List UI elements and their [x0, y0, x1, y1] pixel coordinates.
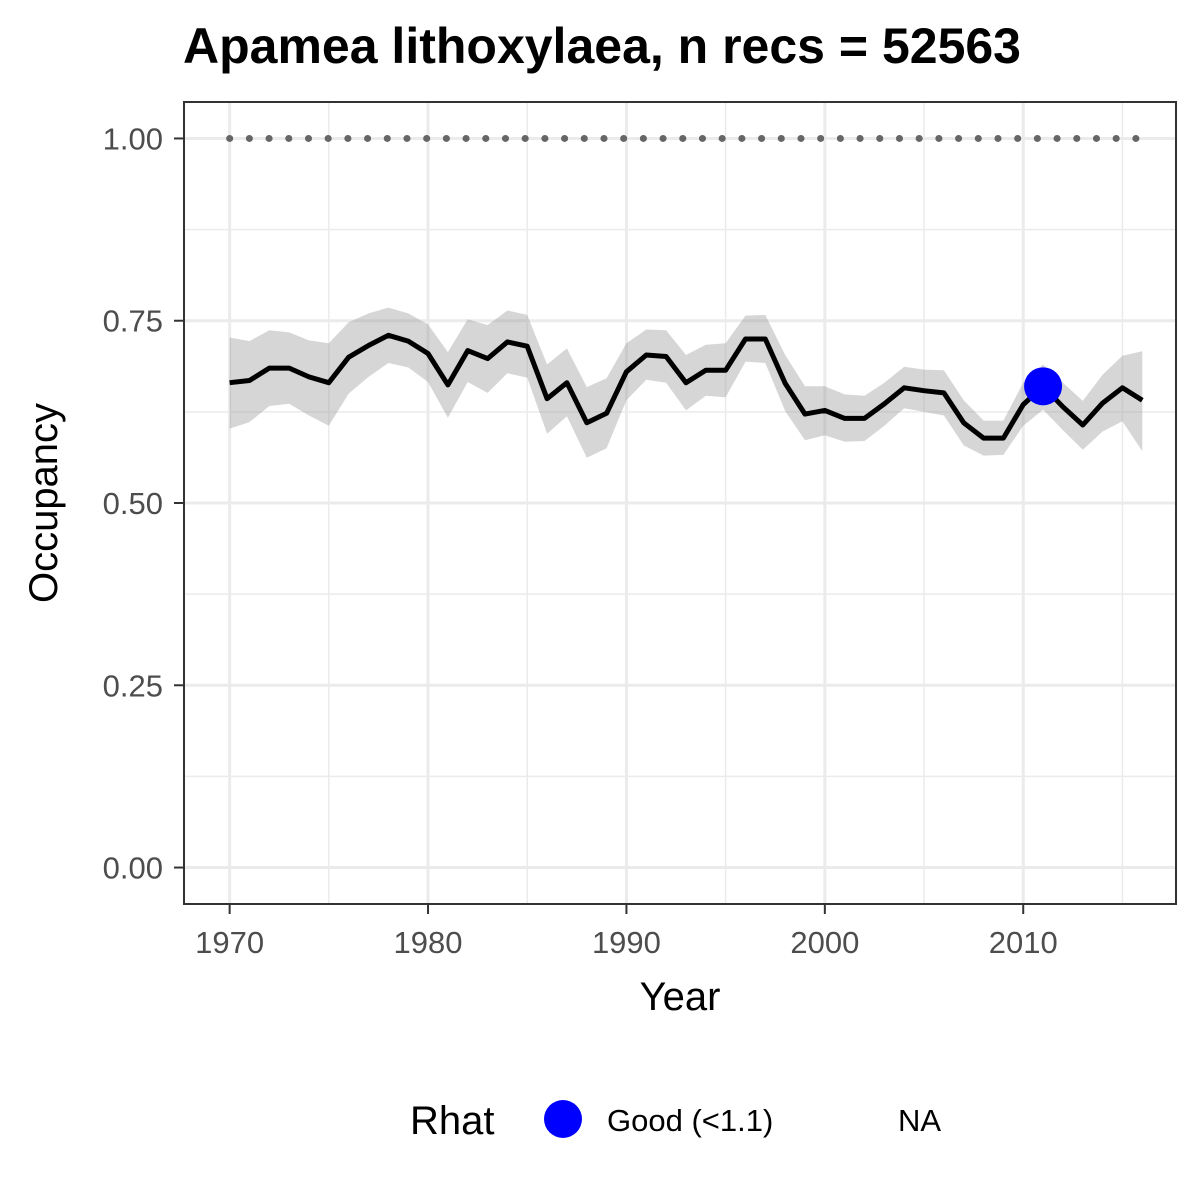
x-tick-label: 1990 — [592, 925, 661, 960]
occupancy-line — [229, 332, 1144, 441]
x-tick-label: 1980 — [394, 925, 463, 960]
legend-label-good: Good (<1.1) — [607, 1103, 773, 1138]
y-tick-label: 0.00 — [103, 851, 163, 886]
x-tick-label: 2010 — [989, 925, 1058, 960]
x-tick-label: 1970 — [195, 925, 264, 960]
rhat-points-group — [1024, 367, 1063, 406]
legend-label-na: NA — [898, 1103, 941, 1138]
legend-key-good-marker — [544, 1100, 582, 1138]
y-axis-title: Occupancy — [22, 403, 66, 603]
y-axis: 0.00 0.25 0.50 0.75 1.00 — [103, 121, 184, 886]
occupancy-line-group — [229, 332, 1144, 441]
rhat-point — [1024, 367, 1063, 406]
x-axis: 1970 1980 1990 2000 2010 — [195, 904, 1058, 960]
legend-title: Rhat — [410, 1099, 495, 1143]
y-tick-label: 0.75 — [103, 304, 163, 339]
chart-title: Apamea lithoxylaea, n recs = 52563 — [183, 18, 1021, 74]
x-tick-label: 2000 — [790, 925, 859, 960]
y-tick-label: 1.00 — [103, 121, 163, 156]
legend: Rhat Good (<1.1) NA — [410, 1099, 941, 1143]
major-gridlines — [184, 102, 1176, 904]
y-tick-label: 0.25 — [103, 668, 163, 703]
y-tick-label: 0.50 — [103, 486, 163, 521]
x-axis-title: Year — [640, 975, 721, 1019]
